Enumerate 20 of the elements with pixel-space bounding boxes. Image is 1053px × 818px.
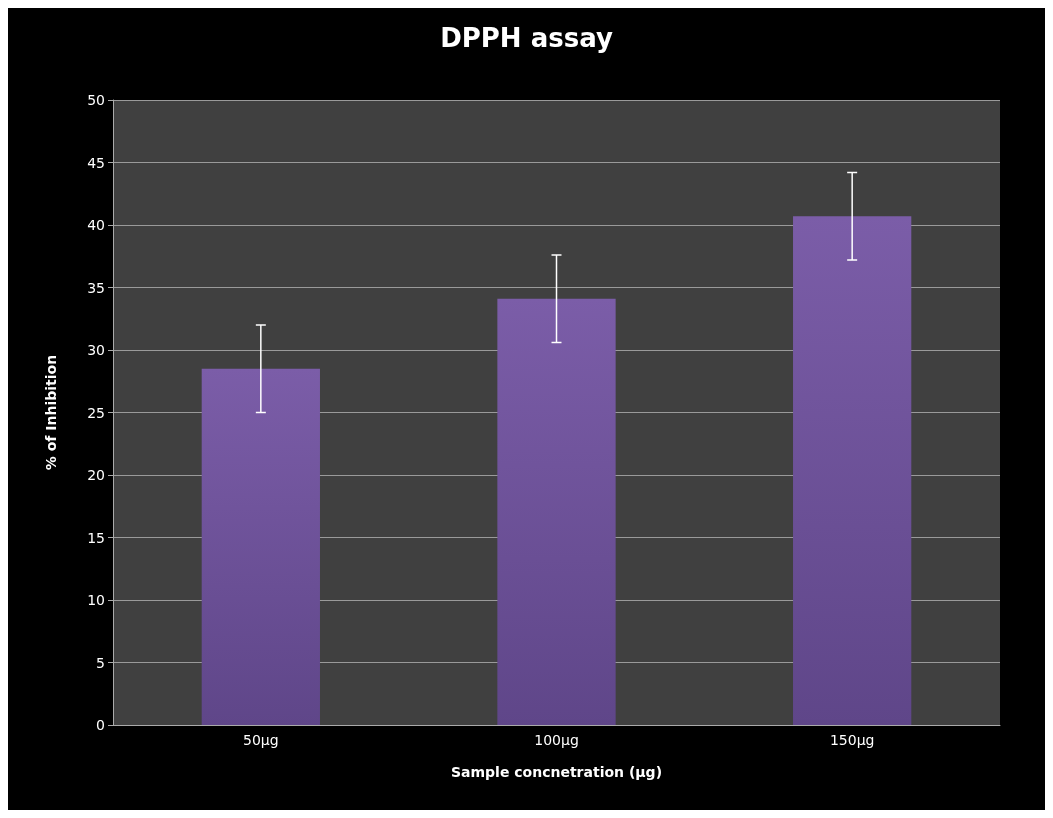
y-tick-label: 30 — [87, 342, 105, 358]
x-axis-title: Sample concnetration (µg) — [450, 764, 663, 780]
y-tick-label: 0 — [96, 717, 105, 733]
y-tick-label: 40 — [87, 217, 105, 233]
y-tick-label: 50 — [87, 92, 105, 108]
y-tick-label: 20 — [87, 467, 105, 483]
x-tick-label: 150µg — [829, 732, 875, 748]
x-tick-label: 100µg — [534, 732, 579, 748]
y-tick-label: 15 — [87, 529, 105, 546]
y-axis-title: % of Inhibition — [43, 354, 59, 471]
y-tick-label: 45 — [87, 154, 105, 171]
y-tick-label: 10 — [87, 592, 105, 608]
y-tick-label: 5 — [96, 654, 105, 671]
y-tick-label: 35 — [87, 279, 105, 296]
bar — [793, 216, 912, 725]
x-tick-label: 50µg — [243, 732, 279, 748]
chart-title: DPPH assay — [440, 23, 613, 53]
bar — [497, 298, 616, 725]
y-tick-label: 25 — [87, 404, 105, 421]
bar — [201, 368, 320, 725]
